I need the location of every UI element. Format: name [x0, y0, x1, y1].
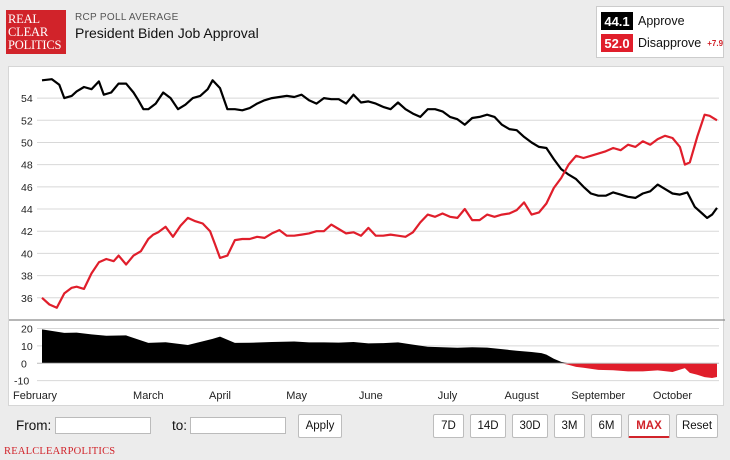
range-7d-button[interactable]: 7D: [433, 414, 464, 438]
y-tick-label-54: 54: [21, 93, 33, 105]
range-max-button[interactable]: MAX: [628, 414, 670, 438]
disapprove-label: Disapprove: [638, 36, 702, 50]
to-label: to:: [172, 418, 188, 433]
spread-value: +7.9: [707, 38, 724, 48]
y-tick-label-50: 50: [21, 137, 33, 149]
chart-subtitle: RCP POLL AVERAGE: [75, 12, 179, 23]
range-3m-button[interactable]: 3M: [554, 414, 585, 438]
x-tick-label-may: May: [286, 390, 307, 402]
y-tick-label-44: 44: [21, 204, 33, 216]
chart-header: REAL CLEAR POLITICS RCP POLL AVERAGE Pre…: [0, 0, 730, 62]
disapprove-value-badge: 52.0: [601, 34, 633, 52]
chart-title: President Biden Job Approval: [75, 25, 259, 41]
x-tick-label-september: September: [571, 390, 625, 402]
spread-y-tick-label-20: 20: [21, 323, 33, 335]
legend: 44.1 Approve 52.0 Disapprove +7.9: [596, 6, 724, 58]
footer-logo[interactable]: REALCLEARPOLITICS: [4, 446, 116, 457]
x-tick-label-august: August: [505, 390, 539, 402]
spread-y-tick-label-0: 0: [21, 358, 27, 370]
chart-svg[interactable]: 36 38 40 42 44 46 48 50 52 54 20 10 0 -10 February Marc…: [9, 67, 725, 407]
logo-line-1: REAL: [8, 12, 40, 26]
legend-item-disapprove: 52.0 Disapprove +7.9: [601, 34, 723, 52]
legend-item-approve: 44.1 Approve: [601, 12, 685, 30]
logo-line-3: POLITICS: [8, 38, 62, 52]
x-tick-label-april: April: [209, 390, 231, 402]
range-controls: From: to: Apply 7D 14D 30D 3M 6M MAX Res…: [0, 410, 730, 442]
y-tick-label-52: 52: [21, 115, 33, 127]
y-tick-label-40: 40: [21, 248, 33, 260]
y-tick-label-46: 46: [21, 182, 33, 194]
rcp-logo[interactable]: REAL CLEAR POLITICS: [6, 10, 66, 54]
y-tick-label-48: 48: [21, 160, 33, 172]
spread-area-negative: [42, 363, 717, 379]
y-tick-label-36: 36: [21, 293, 33, 305]
range-30d-button[interactable]: 30D: [512, 414, 548, 438]
approve-value-badge: 44.1: [601, 12, 633, 30]
series-line-disapprove: [41, 113, 718, 309]
x-tick-label-march: March: [133, 390, 164, 402]
range-6m-button[interactable]: 6M: [591, 414, 622, 438]
x-tick-label-june: June: [359, 390, 383, 402]
from-date-input[interactable]: [55, 417, 151, 434]
x-tick-label-july: July: [438, 390, 458, 402]
chart-area[interactable]: 36 38 40 42 44 46 48 50 52 54 20 10 0 -10 February Marc…: [8, 66, 725, 407]
y-tick-label-42: 42: [21, 226, 33, 238]
spread-y-tick-label--10: -10: [14, 376, 29, 388]
to-date-input[interactable]: [190, 417, 286, 434]
x-tick-label-october: October: [653, 390, 692, 402]
approve-label: Approve: [638, 14, 685, 28]
spread-area-positive: [42, 329, 717, 364]
x-tick-label-february: February: [13, 390, 58, 402]
y-tick-label-38: 38: [21, 271, 33, 283]
reset-button[interactable]: Reset: [676, 414, 718, 438]
range-14d-button[interactable]: 14D: [470, 414, 506, 438]
spread-y-tick-label-10: 10: [21, 341, 33, 353]
apply-button[interactable]: Apply: [298, 414, 342, 438]
series-line-approve: [41, 78, 718, 219]
from-label: From:: [16, 418, 52, 433]
logo-line-2: CLEAR: [8, 25, 48, 39]
